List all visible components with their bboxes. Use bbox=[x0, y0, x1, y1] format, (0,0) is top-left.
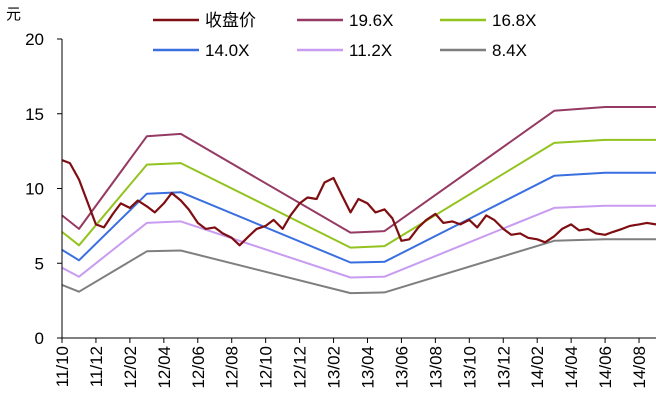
series-line-19-6x bbox=[61, 106, 656, 234]
y-tick-label: 5 bbox=[35, 254, 44, 273]
x-tick-label: 12/08 bbox=[223, 346, 242, 389]
y-tick-label: 0 bbox=[35, 329, 44, 348]
series-line-14-0x bbox=[61, 171, 656, 264]
y-tick-label: 10 bbox=[25, 180, 44, 199]
x-tick-label: 13/06 bbox=[392, 346, 411, 389]
legend-label-14-0x: 14.0X bbox=[205, 41, 249, 60]
x-tick-label: 12/10 bbox=[257, 346, 276, 389]
series-line-11-2x bbox=[61, 204, 656, 279]
legend-label-close-price: 收盘价 bbox=[205, 11, 256, 30]
y-axis-unit-label: 元 bbox=[6, 5, 21, 23]
x-tick-label: 13/08 bbox=[426, 346, 445, 389]
x-tick-label: 14/08 bbox=[630, 346, 649, 389]
y-tick-label: 20 bbox=[25, 30, 44, 49]
x-tick-label: 11/10 bbox=[53, 346, 72, 387]
x-tick-label: 13/10 bbox=[460, 346, 479, 389]
legend-label-19-6x: 19.6X bbox=[349, 11, 393, 30]
legend-label-11-2x: 11.2X bbox=[349, 41, 392, 60]
legend-label-16-8x: 16.8X bbox=[492, 11, 536, 30]
x-tick-label: 14/02 bbox=[528, 346, 547, 389]
x-tick-label: 12/06 bbox=[189, 346, 208, 389]
legend: 收盘价 19.6X 16.8X 14.0X 11.2X 8.4X bbox=[153, 11, 536, 60]
x-tick-label: 13/12 bbox=[494, 346, 513, 389]
legend-label-8-4x: 8.4X bbox=[492, 41, 527, 60]
x-tick-label: 14/06 bbox=[596, 346, 615, 389]
x-tick-label: 11/12 bbox=[87, 346, 106, 387]
x-tick-label: 13/04 bbox=[359, 346, 378, 389]
series-line-8-4x bbox=[61, 238, 656, 295]
axes-layer: 0 5 10 15 20 11/10 11/12 12/02 12/04 12/06 12/08 12… bbox=[25, 30, 656, 389]
x-tick-label: 12/04 bbox=[155, 346, 174, 389]
x-tick-label: 13/02 bbox=[325, 346, 344, 389]
x-tick-label: 12/02 bbox=[121, 346, 140, 389]
x-tick-label: 12/12 bbox=[291, 346, 310, 389]
series-line-close-price bbox=[61, 159, 656, 247]
x-tick-label: 14/04 bbox=[562, 346, 581, 389]
y-tick-label: 15 bbox=[25, 105, 44, 124]
series-layer bbox=[61, 106, 656, 295]
series-line-16-8x bbox=[61, 138, 656, 249]
